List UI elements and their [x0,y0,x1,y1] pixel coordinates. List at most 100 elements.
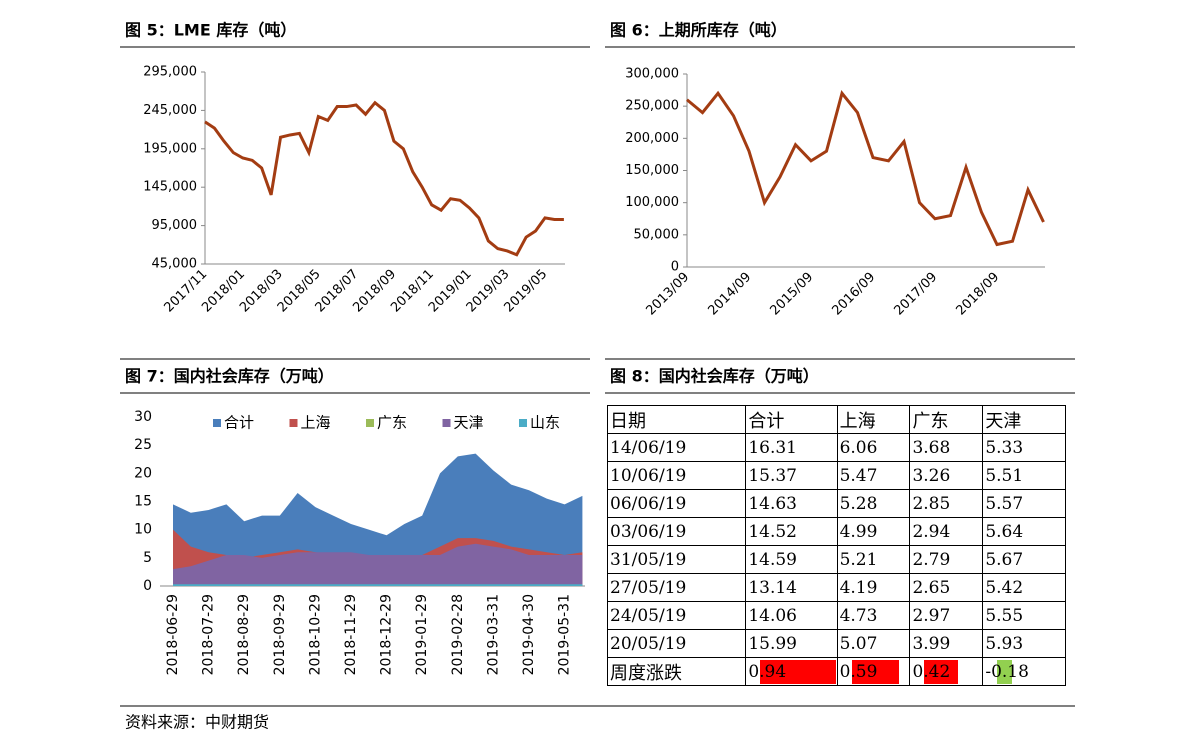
x-tick-label: 2018-06-29 [165,594,181,675]
cell-text: 4.73 [839,605,878,626]
cell-text: 2.94 [912,521,951,542]
cell-text: 5.93 [985,633,1024,654]
x-tick-label: 2018-12-29 [379,594,395,675]
cell-text: 5.07 [839,633,878,654]
cell-text: 日期 [610,410,646,432]
cell: 3.68 [909,433,984,462]
chart-title: 图 6：上期所库存（吨） [610,21,787,40]
cell: 31/05/19 [606,545,747,574]
y-tick-label: 5 [143,550,152,566]
cell: 5.33 [982,433,1066,462]
legend-label: 合计 [224,414,254,432]
cell: 4.73 [836,601,911,630]
cell: 0.42 [909,657,984,686]
cell: 14.63 [745,489,838,518]
cell: 3.99 [909,629,984,658]
legend-swatch [519,419,527,427]
cell-text: 2.97 [912,605,951,626]
cell-text: 2.79 [912,549,951,570]
table-title: 图 8：国内社会库存（万吨） [610,367,819,386]
cell: 14.59 [745,545,838,574]
y-tick-label: 0 [671,260,679,275]
line [686,90,1045,247]
cell-text: 6.06 [839,437,878,458]
x-tick-label: 2013/09 [644,270,693,319]
cell: 天津 [982,405,1066,434]
chart-title: 图 5：LME 库存（吨） [125,21,296,40]
cell-text: 合计 [748,410,785,432]
cell-text: 03/06/19 [610,521,687,542]
change-bar [760,660,836,684]
y-tick-label: 45,000 [152,257,198,272]
area [173,584,583,586]
x-tick-label: 2017/09 [892,270,941,319]
cell-text: 14/06/19 [610,437,687,458]
cell-text: 06/06/19 [610,493,687,514]
x-tick-label: 2018-08-29 [236,594,252,675]
legend-swatch [213,419,221,427]
change-bar [997,660,1012,684]
cell-text: 14.06 [748,605,797,626]
legend-swatch [442,419,451,427]
cell: 5.07 [836,629,911,658]
x-tick-label: 2018-10-29 [307,594,323,675]
cell: 16.31 [745,433,838,462]
cell: 2.94 [909,517,984,546]
cell-text: 16.31 [748,437,797,458]
cell-text: 27/05/19 [610,577,687,598]
area [173,543,583,586]
cell-text: 3.68 [912,437,951,458]
legend-label: 山东 [530,414,560,432]
cell-text: 3.26 [912,465,951,486]
cell-text: 5.28 [839,493,878,514]
cell-text: 14.59 [748,549,797,570]
cell: 14.06 [745,601,838,630]
x-tick-label: 2019-03-31 [485,594,501,675]
cell-text: 14.63 [748,493,797,514]
cell-text: 3.99 [912,633,951,654]
x-tick-label: 2019-02-28 [450,594,466,675]
y-tick-label: 150,000 [625,163,679,178]
legend-swatch [366,419,374,427]
row: 周度涨跌 0.94 0.59 0.42 -0.18 [606,657,1066,686]
cell: 0.59 [836,657,911,686]
y-tick-label: 195,000 [143,141,197,156]
cell: 合计 [745,405,838,434]
cell-text: 上海 [839,410,876,432]
cell: 03/06/19 [606,517,747,546]
row: 10/06/19 15.37 5.47 3.26 5.51 [606,461,1066,490]
y-tick-label: 10 [134,522,152,538]
cell-text: 5.55 [985,605,1024,626]
cell: 5.21 [836,545,911,574]
x-tick-label: 2018-07-29 [201,594,217,675]
change-bar [924,660,959,684]
cell: 2.79 [909,545,984,574]
row: 06/06/19 14.63 5.28 2.85 5.57 [606,489,1066,518]
cell-text: 5.47 [839,465,878,486]
cell-text: 5.64 [985,521,1024,542]
x-tick-label: 2018-11-29 [343,594,359,675]
y-tick-label: 25 [134,437,152,453]
cell-text: 2.65 [912,577,951,598]
legend-label: 天津 [454,414,484,432]
cell-text: 24/05/19 [610,605,687,626]
legend-label: 广东 [377,414,407,432]
row: 27/05/19 13.14 4.19 2.65 5.42 [606,573,1066,602]
cell: 5.57 [982,489,1066,518]
cell: 24/05/19 [606,601,747,630]
cell-text: 天津 [985,410,1022,432]
cell: 06/06/19 [606,489,747,518]
y-tick-label: 200,000 [625,131,679,146]
row: 日期 合计 上海 广东 天津 [606,405,1066,434]
y-tick-label: 15 [134,494,152,510]
cell: 5.55 [982,601,1066,630]
cell: 20/05/19 [606,629,747,658]
cell-text: 5.51 [985,465,1024,486]
cell-text: 2.85 [912,493,951,514]
cell: 5.64 [982,517,1066,546]
cell: 4.19 [836,573,911,602]
row: 20/05/19 15.99 5.07 3.99 5.93 [606,629,1066,658]
x-tick-label: 2015/09 [768,270,817,319]
cell-text: -0.18 [985,661,1029,682]
y-tick-label: 0 [143,578,152,594]
